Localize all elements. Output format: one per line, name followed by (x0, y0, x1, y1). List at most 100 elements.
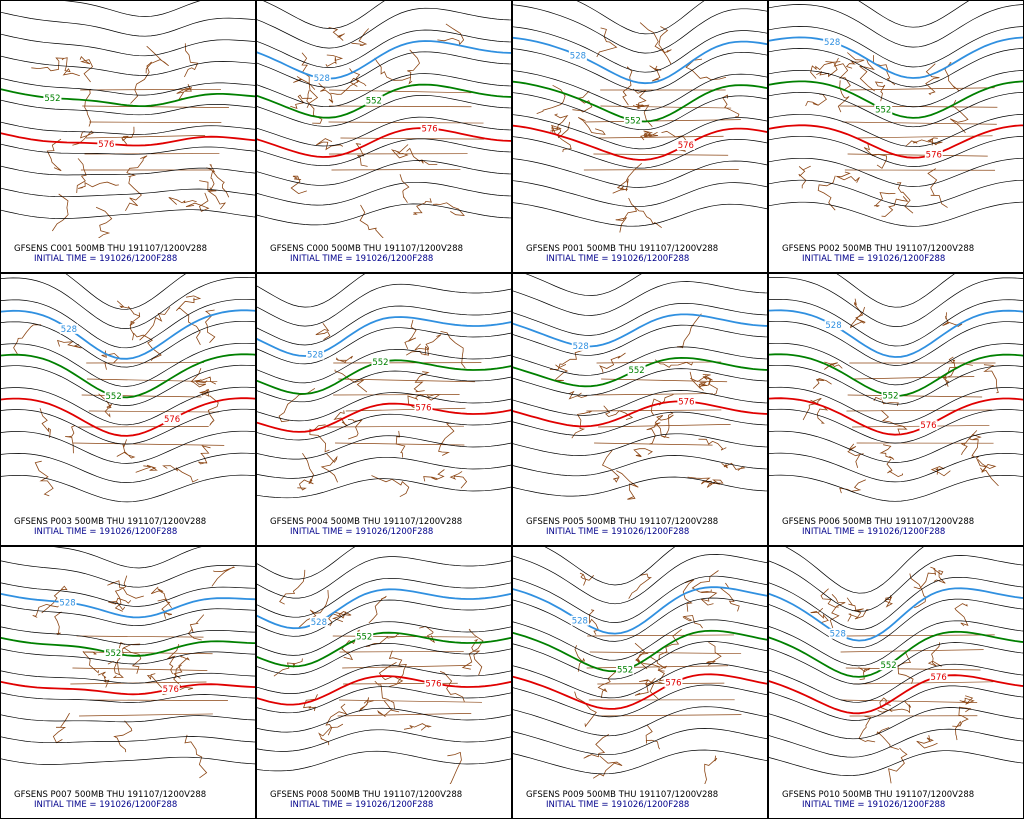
coastline (977, 459, 999, 487)
coastline (944, 62, 960, 92)
contour-label-bg (874, 104, 893, 115)
coastline (634, 642, 665, 672)
key-contour (768, 36, 1024, 79)
panel-title: GFSENS P009 500MB THU 191107/1200V288 (526, 790, 718, 800)
coastline (577, 117, 606, 135)
coastline (916, 735, 938, 749)
contour-label-bg (161, 684, 180, 695)
state-border (845, 667, 981, 671)
coastline (837, 80, 850, 113)
coastline (403, 723, 432, 731)
height-contour (256, 138, 512, 167)
coastline (302, 452, 314, 485)
coastline (676, 313, 702, 349)
map-panel: 552 576 GFSENS C001 500MB THU 191107/1200V… (0, 0, 256, 273)
coastline (847, 443, 864, 469)
height-contour (512, 92, 768, 131)
height-contour (256, 456, 512, 479)
state-border (593, 153, 729, 156)
height-contour (768, 663, 1024, 703)
key-contour (0, 309, 256, 360)
height-contour (0, 474, 256, 503)
coastline (185, 192, 210, 212)
height-contour (512, 554, 768, 605)
state-border (337, 712, 472, 717)
coastline (601, 449, 620, 483)
coastline (449, 471, 468, 489)
height-contour (522, 273, 644, 296)
contour-label: 528 (307, 351, 323, 361)
coastline (333, 410, 348, 427)
map-area: 528 552 576 (512, 273, 768, 500)
contour-label: 528 (314, 74, 330, 84)
coastline (833, 57, 851, 91)
coastline (150, 586, 172, 609)
coastline (873, 396, 899, 407)
coastline (205, 309, 216, 343)
height-contour (0, 670, 256, 684)
coastline (849, 306, 865, 329)
contour-label-bg (824, 320, 843, 331)
coastline (116, 439, 136, 459)
key-contour (768, 80, 1024, 119)
height-contour (0, 430, 256, 464)
panel-subtitle: INITIAL TIME = 191026/1200F288 (290, 527, 433, 537)
coastline (599, 352, 626, 374)
height-contour (0, 276, 256, 329)
height-contour (256, 435, 512, 460)
coastline (660, 411, 674, 439)
contour-label-bg (97, 138, 116, 149)
height-contour (768, 364, 1024, 405)
state-border (583, 168, 739, 171)
contour-label: 552 (372, 358, 388, 368)
coastline (334, 611, 352, 619)
height-contour (0, 386, 256, 426)
coastline (812, 378, 832, 389)
coastline (301, 52, 316, 90)
coastline (114, 575, 128, 612)
height-contour (256, 750, 512, 772)
coastline (874, 81, 886, 102)
contour-label: 576 (920, 421, 936, 431)
height-contour (43, 546, 206, 569)
coastline (316, 138, 344, 151)
coastline (184, 734, 208, 779)
contour-label-bg (881, 390, 900, 401)
height-contour (0, 209, 256, 219)
panel-subtitle: INITIAL TIME = 191026/1200F288 (546, 527, 689, 537)
coastline (423, 469, 445, 482)
coastline (859, 59, 876, 92)
panel-subtitle: INITIAL TIME = 191026/1200F288 (802, 527, 945, 537)
panel-subtitle: INITIAL TIME = 191026/1200F288 (290, 254, 433, 264)
coastline (858, 715, 876, 743)
contour-label-bg (424, 678, 443, 689)
height-contour (512, 324, 768, 356)
key-contour (512, 36, 768, 85)
contour-label-bg (676, 140, 695, 151)
contour-label: 552 (44, 94, 60, 104)
contour-label-bg (919, 420, 938, 431)
height-contour (512, 26, 768, 73)
contour-label: 528 (824, 38, 840, 48)
key-contour (256, 83, 512, 119)
coastline (135, 464, 158, 473)
coastline (211, 566, 236, 587)
coastline (649, 65, 662, 82)
coastline (279, 569, 306, 605)
height-contour (783, 546, 926, 594)
height-contour (0, 714, 256, 723)
coastline (968, 434, 982, 458)
coastline (447, 751, 462, 784)
coastline (639, 22, 672, 65)
map-area: 528 552 576 (768, 273, 1024, 502)
map-panel: 528 552 576 GFSENS P009 500MB THU 191107/12… (512, 546, 768, 819)
coastline (603, 405, 634, 420)
contour-label: 576 (425, 679, 441, 689)
height-contour (512, 619, 768, 661)
contour-label: 528 (825, 321, 841, 331)
coastline (438, 422, 455, 456)
coastline (592, 755, 623, 779)
coastline (407, 49, 420, 85)
coastline (413, 371, 430, 393)
map-panel: 528 552 576 GFSENS C000 500MB THU 191107/12… (256, 0, 512, 273)
